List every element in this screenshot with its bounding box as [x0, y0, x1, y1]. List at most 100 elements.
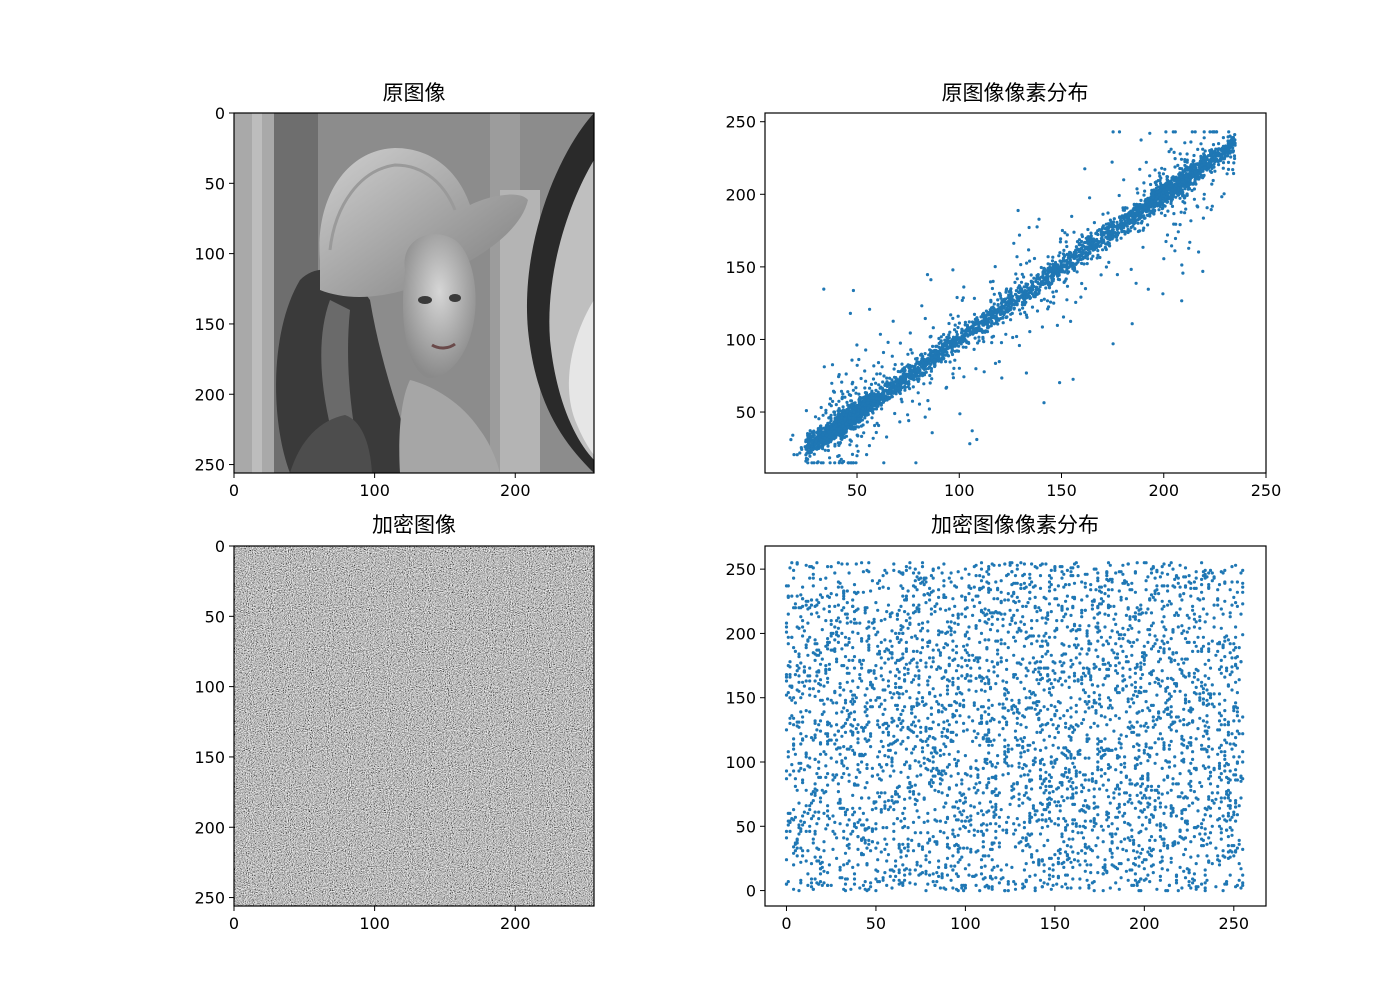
scatter-point: [1211, 178, 1215, 183]
scatter-point: [846, 425, 850, 429]
scatter-point: [1205, 688, 1209, 692]
scatter-point: [1024, 371, 1028, 375]
scatter-point: [1214, 797, 1218, 801]
scatter-point: [1098, 693, 1102, 697]
scatter-point: [1221, 166, 1225, 170]
scatter-point: [893, 363, 897, 367]
scatter-point: [1173, 179, 1177, 183]
scatter-point: [1026, 292, 1030, 296]
scatter-point: [942, 332, 946, 337]
scatter-point: [1201, 818, 1205, 822]
scatter-point: [1189, 167, 1193, 171]
scatter-point: [812, 452, 816, 456]
scatter-point: [928, 734, 932, 738]
scatter-point: [1081, 257, 1085, 261]
scatter-point: [799, 593, 803, 597]
scatter-point: [1051, 255, 1055, 259]
scatter-point: [1220, 195, 1224, 199]
scatter-point: [903, 873, 907, 877]
scatter-point: [871, 396, 876, 400]
scatter-point: [917, 402, 922, 406]
scatter-point: [1080, 580, 1084, 584]
scatter-point: [1189, 788, 1193, 792]
scatter-point: [820, 628, 824, 632]
scatter-point: [875, 403, 880, 407]
scatter-point: [1062, 265, 1066, 269]
scatter-point: [911, 385, 915, 389]
scatter-point: [1021, 745, 1025, 749]
scatter-point: [1122, 221, 1126, 226]
scatter-point: [1208, 169, 1212, 173]
scatter-point: [954, 733, 959, 737]
scatter-point: [842, 432, 846, 436]
scatter-point: [906, 667, 910, 672]
scatter-point: [846, 403, 850, 407]
scatter-point: [1019, 680, 1023, 684]
scatter-point: [1089, 819, 1093, 823]
scatter-point: [923, 358, 927, 362]
scatter-point: [1174, 184, 1178, 188]
y-tick-label: 50: [205, 607, 225, 626]
x-tick-label: 50: [847, 481, 867, 500]
scatter-point: [829, 418, 833, 423]
scatter-point: [1183, 211, 1187, 215]
scatter-point: [1177, 193, 1181, 197]
scatter-point: [808, 687, 812, 691]
scatter-point: [1016, 286, 1020, 290]
scatter-point: [1146, 607, 1150, 611]
scatter-point: [908, 881, 912, 885]
scatter-point: [808, 429, 812, 433]
scatter-point: [1092, 691, 1096, 695]
scatter-point: [826, 448, 831, 453]
scatter-point: [1158, 805, 1162, 809]
scatter-point: [1065, 233, 1069, 237]
scatter-point: [930, 360, 934, 364]
scatter-point: [1004, 315, 1008, 320]
scatter-point: [961, 345, 965, 349]
scatter-point: [1015, 334, 1019, 339]
scatter-point: [793, 649, 798, 654]
scatter-point: [1121, 563, 1125, 567]
scatter-point: [994, 310, 998, 314]
scatter-point: [1119, 770, 1123, 774]
scatter-point: [843, 655, 848, 659]
scatter-point: [1005, 820, 1009, 825]
scatter-point: [1223, 655, 1227, 659]
scatter-point: [993, 361, 998, 365]
scatter-point: [976, 318, 980, 322]
scatter-point: [1012, 307, 1016, 311]
scatter-point: [832, 410, 837, 414]
scatter-point: [863, 369, 867, 373]
scatter-point: [972, 296, 977, 300]
scatter-point: [1010, 784, 1014, 789]
scatter-point: [1088, 245, 1092, 249]
scatter-point: [1038, 285, 1042, 289]
scatter-point: [1178, 152, 1182, 156]
scatter-point: [1074, 245, 1078, 249]
x-tick-label: 150: [1046, 481, 1077, 500]
scatter-point: [814, 439, 818, 443]
scatter-point: [1216, 791, 1220, 795]
scatter-point: [856, 412, 860, 416]
scatter-point: [985, 570, 989, 574]
scatter-point: [899, 819, 903, 823]
scatter-point: [1200, 784, 1204, 789]
scatter-point: [1192, 197, 1196, 201]
scatter-point: [1176, 180, 1181, 184]
scatter-point: [1136, 191, 1140, 195]
scatter-point: [1173, 190, 1177, 194]
scatter-point: [1210, 747, 1214, 751]
scatter-point: [878, 332, 883, 336]
scatter-point: [953, 757, 957, 762]
scatter-point: [920, 304, 924, 308]
scatter-point: [948, 360, 952, 364]
scatter-point: [987, 669, 991, 673]
scatter-point: [928, 586, 932, 591]
scatter-point: [819, 405, 823, 410]
scatter-point: [1086, 257, 1090, 261]
scatter-point: [1188, 240, 1192, 244]
scatter-point: [991, 279, 995, 283]
scatter-point: [1088, 196, 1092, 200]
scatter-point: [950, 352, 955, 357]
scatter-point: [823, 448, 827, 452]
